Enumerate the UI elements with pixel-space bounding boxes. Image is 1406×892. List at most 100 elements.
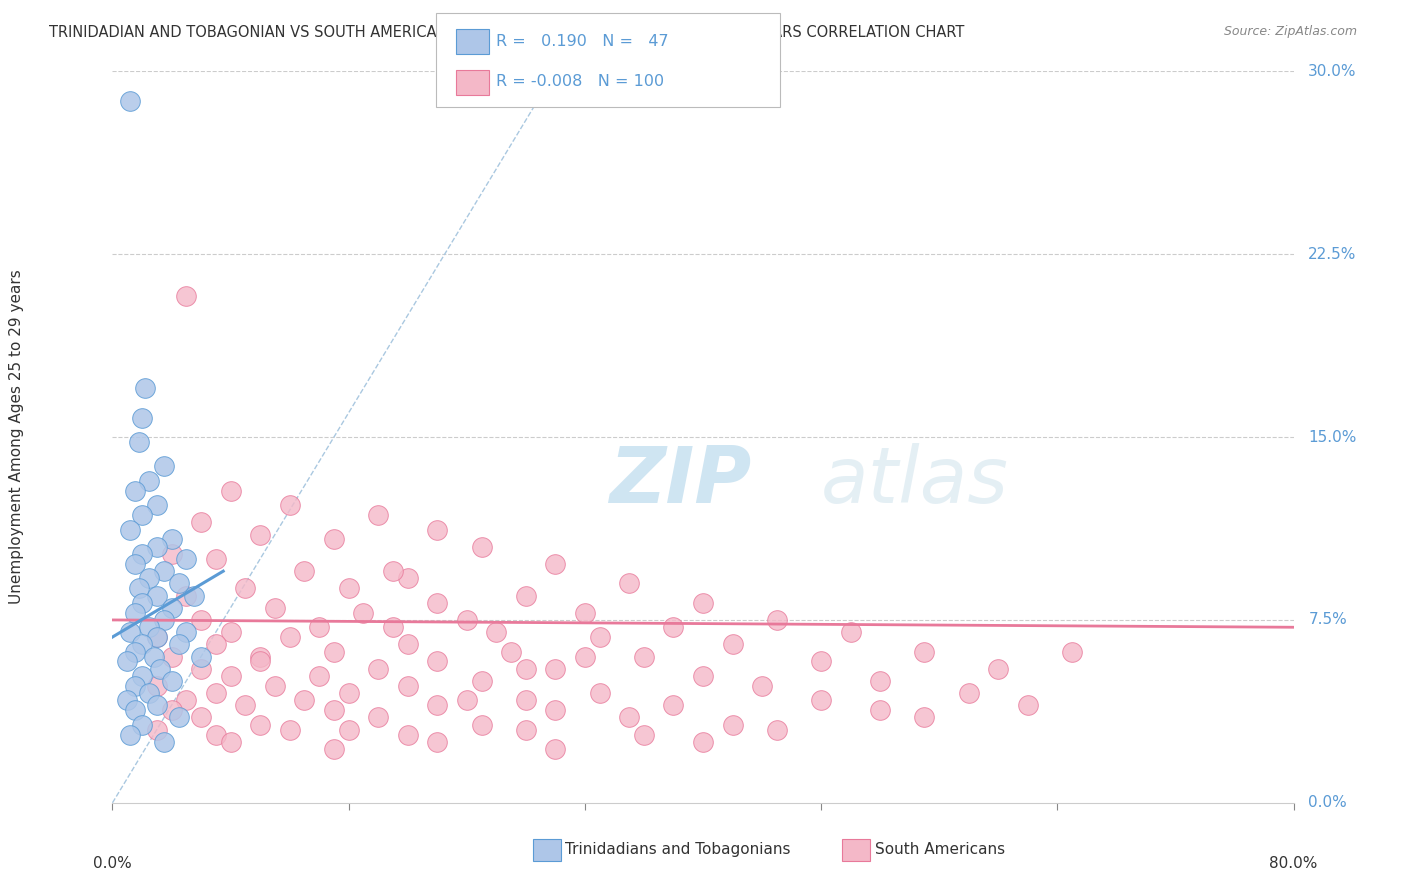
Point: [146, 723, 169, 737]
Point: [337, 686, 360, 700]
Point: [249, 527, 271, 541]
Text: R =   0.190   N =   47: R = 0.190 N = 47: [496, 34, 669, 48]
Point: [120, 625, 142, 640]
Point: [485, 625, 508, 640]
Point: [382, 620, 405, 634]
Text: R = -0.008   N = 100: R = -0.008 N = 100: [496, 74, 665, 88]
Point: [131, 669, 153, 683]
Point: [131, 508, 153, 522]
Point: [190, 649, 212, 664]
Point: [456, 693, 478, 707]
Text: 15.0%: 15.0%: [1308, 430, 1357, 444]
Point: [470, 540, 494, 554]
Point: [323, 703, 346, 717]
Point: [153, 564, 176, 578]
Point: [367, 710, 389, 724]
Point: [662, 698, 685, 713]
Point: [337, 723, 360, 737]
Point: [396, 727, 419, 741]
Point: [160, 600, 183, 615]
Point: [1017, 698, 1039, 713]
Point: [146, 679, 169, 693]
Text: TRINIDADIAN AND TOBAGONIAN VS SOUTH AMERICAN UNEMPLOYMENT AMONG AGES 25 TO 29 YE: TRINIDADIAN AND TOBAGONIAN VS SOUTH AMER…: [49, 25, 965, 40]
Point: [869, 703, 891, 717]
Point: [574, 606, 596, 620]
Point: [205, 727, 228, 741]
Point: [128, 581, 150, 595]
Text: 22.5%: 22.5%: [1308, 247, 1357, 261]
Point: [264, 600, 287, 615]
Point: [544, 742, 567, 756]
Point: [278, 630, 301, 644]
Text: ZIP: ZIP: [609, 443, 751, 519]
Point: [190, 613, 212, 627]
Point: [574, 649, 596, 664]
Point: [751, 679, 773, 693]
Point: [692, 735, 714, 749]
Point: [515, 693, 537, 707]
Point: [124, 557, 146, 571]
Point: [167, 576, 190, 591]
Point: [233, 581, 256, 595]
Point: [810, 693, 832, 707]
Point: [124, 483, 146, 498]
Point: [149, 662, 172, 676]
Point: [766, 613, 789, 627]
Point: [633, 727, 655, 741]
Point: [264, 679, 287, 693]
Point: [153, 459, 176, 474]
Point: [308, 620, 330, 634]
Point: [987, 662, 1010, 676]
Point: [219, 735, 242, 749]
Point: [205, 686, 228, 700]
Point: [205, 552, 228, 566]
Point: [382, 564, 405, 578]
Point: [153, 735, 176, 749]
Text: 80.0%: 80.0%: [1270, 856, 1317, 871]
Point: [544, 557, 567, 571]
Point: [426, 654, 449, 668]
Text: 7.5%: 7.5%: [1308, 613, 1347, 627]
Point: [160, 673, 183, 688]
Point: [501, 645, 523, 659]
Point: [160, 703, 183, 717]
Point: [131, 547, 153, 561]
Point: [146, 630, 169, 644]
Point: [352, 606, 374, 620]
Point: [205, 637, 228, 651]
Point: [957, 686, 980, 700]
Point: [292, 564, 315, 578]
Point: [839, 625, 862, 640]
Point: [456, 613, 478, 627]
Point: [544, 703, 567, 717]
Point: [174, 288, 197, 302]
Point: [183, 589, 205, 603]
Point: [619, 710, 641, 724]
Point: [278, 499, 301, 513]
Point: [124, 703, 146, 717]
Point: [174, 552, 197, 566]
Point: [138, 572, 160, 586]
Point: [146, 630, 169, 644]
Point: [131, 718, 153, 732]
Text: Unemployment Among Ages 25 to 29 years: Unemployment Among Ages 25 to 29 years: [8, 269, 24, 605]
Point: [515, 589, 537, 603]
Point: [426, 596, 449, 610]
Point: [138, 686, 160, 700]
Point: [721, 637, 744, 651]
Point: [367, 508, 389, 522]
Point: [515, 723, 537, 737]
Point: [153, 613, 176, 627]
Point: [766, 723, 789, 737]
Point: [142, 649, 165, 664]
Point: [470, 718, 494, 732]
Point: [219, 669, 242, 683]
Point: [117, 654, 138, 668]
Text: 0.0%: 0.0%: [93, 856, 132, 871]
Point: [323, 645, 346, 659]
Point: [249, 649, 271, 664]
Point: [662, 620, 685, 634]
Point: [1062, 645, 1084, 659]
Point: [219, 483, 242, 498]
Point: [120, 94, 142, 108]
